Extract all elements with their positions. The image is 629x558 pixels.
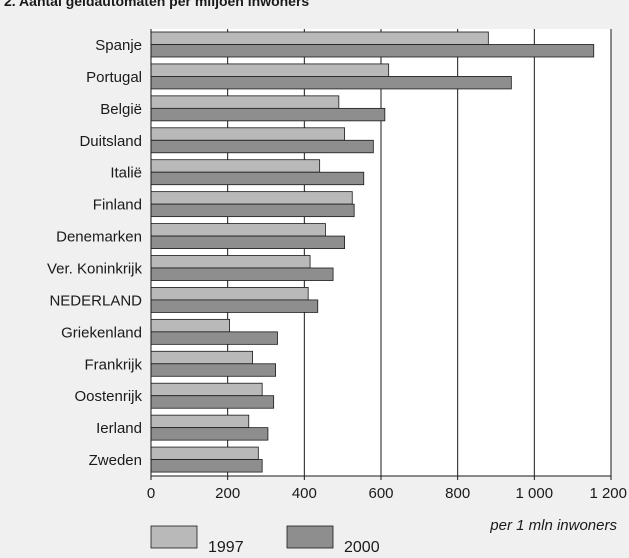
bar-2000 xyxy=(150,139,374,154)
bar-1997 xyxy=(150,63,390,77)
category-label: Oostenrijk xyxy=(74,388,142,405)
x-tick-label: 1 200 xyxy=(589,485,627,502)
category-label: Finland xyxy=(93,197,142,214)
bar-2000 xyxy=(150,299,319,313)
category-label: Italië xyxy=(110,165,142,182)
legend-swatch-2000 xyxy=(286,525,334,549)
bar-2000 xyxy=(150,267,334,281)
category-label: Frankrijk xyxy=(84,356,142,373)
bar-1997 xyxy=(150,127,345,141)
category-label: Zweden xyxy=(89,452,142,469)
legend-label-2000: 2000 xyxy=(344,539,380,556)
chart-title: 2. Aantal geldautomaten per miljoen inwo… xyxy=(4,0,310,9)
bar-1997 xyxy=(150,446,259,460)
category-label: België xyxy=(100,101,142,118)
x-tick-label: 400 xyxy=(292,485,317,502)
category-label: NEDERLAND xyxy=(49,292,142,309)
category-label: Denemarken xyxy=(56,229,142,246)
bar-1997 xyxy=(150,95,340,109)
bar-2000 xyxy=(150,363,276,377)
bar-2000 xyxy=(150,235,345,249)
x-tick-label: 200 xyxy=(215,485,240,502)
bar-1997 xyxy=(150,223,326,237)
bar-1997 xyxy=(150,318,230,333)
bar-1997 xyxy=(150,31,489,45)
legend-label-1997: 1997 xyxy=(208,539,244,556)
legend-swatch-1997 xyxy=(150,525,198,549)
bar-1997 xyxy=(150,414,250,429)
bar-1997 xyxy=(150,191,353,205)
category-label: Portugal xyxy=(86,69,142,86)
bar-1997 xyxy=(150,350,253,365)
bar-2000 xyxy=(150,427,269,441)
category-label: Ierland xyxy=(96,420,142,437)
category-label: Duitsland xyxy=(79,133,142,150)
category-label: Griekenland xyxy=(61,324,142,341)
bar-2000 xyxy=(150,395,275,409)
bar-1997 xyxy=(150,159,321,173)
bar-1997 xyxy=(150,382,263,397)
bar-2000 xyxy=(150,107,386,122)
x-axis-label: per 1 mln inwoners xyxy=(489,517,617,534)
x-tick-label: 600 xyxy=(368,485,393,502)
category-label: Ver. Koninkrijk xyxy=(47,260,143,277)
bar-2000 xyxy=(150,44,595,58)
bar-2000 xyxy=(150,171,365,186)
bar-1997 xyxy=(150,287,309,301)
bar-1997 xyxy=(150,255,311,269)
x-tick-label: 1 000 xyxy=(516,485,554,502)
x-tick-label: 800 xyxy=(445,485,470,502)
bar-2000 xyxy=(150,331,278,345)
x-tick-label: 0 xyxy=(147,485,155,502)
bar-2000 xyxy=(150,203,355,218)
category-label: Spanje xyxy=(95,37,142,54)
bar-2000 xyxy=(150,459,263,473)
bar-2000 xyxy=(150,76,512,90)
